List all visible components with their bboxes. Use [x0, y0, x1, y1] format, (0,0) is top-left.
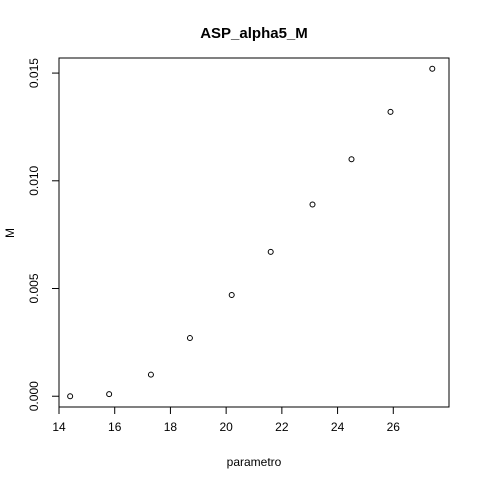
data-point — [67, 393, 74, 400]
data-point — [106, 391, 113, 398]
x-axis-label: parametro — [227, 455, 282, 469]
x-tick-label: 26 — [387, 420, 401, 434]
data-point — [387, 108, 394, 115]
data-point — [309, 201, 316, 208]
y-tick-label: 0.005 — [27, 273, 41, 303]
x-tick-label: 14 — [52, 420, 66, 434]
y-tick-label: 0.010 — [27, 165, 41, 195]
x-tick-label: 22 — [275, 420, 289, 434]
chart-title: ASP_alpha5_M — [200, 25, 308, 42]
y-axis-label: M — [3, 228, 17, 238]
plot-frame — [58, 57, 450, 408]
data-point — [186, 335, 193, 342]
data-point — [147, 371, 154, 378]
data-point — [267, 248, 274, 255]
x-tick-label: 16 — [108, 420, 122, 434]
data-point — [348, 156, 355, 163]
y-axis: 0.000 0.005 0.010 0.015 — [27, 58, 59, 411]
x-tick-label: 18 — [164, 420, 178, 434]
data-points — [67, 65, 436, 400]
data-point — [429, 65, 436, 72]
y-tick-label: 0.015 — [27, 58, 41, 88]
y-tick-label: 0.000 — [27, 381, 41, 411]
data-point — [228, 291, 235, 298]
x-axis: 14 16 18 20 22 24 26 — [52, 407, 400, 434]
x-tick-label: 24 — [331, 420, 345, 434]
x-tick-label: 20 — [219, 420, 233, 434]
